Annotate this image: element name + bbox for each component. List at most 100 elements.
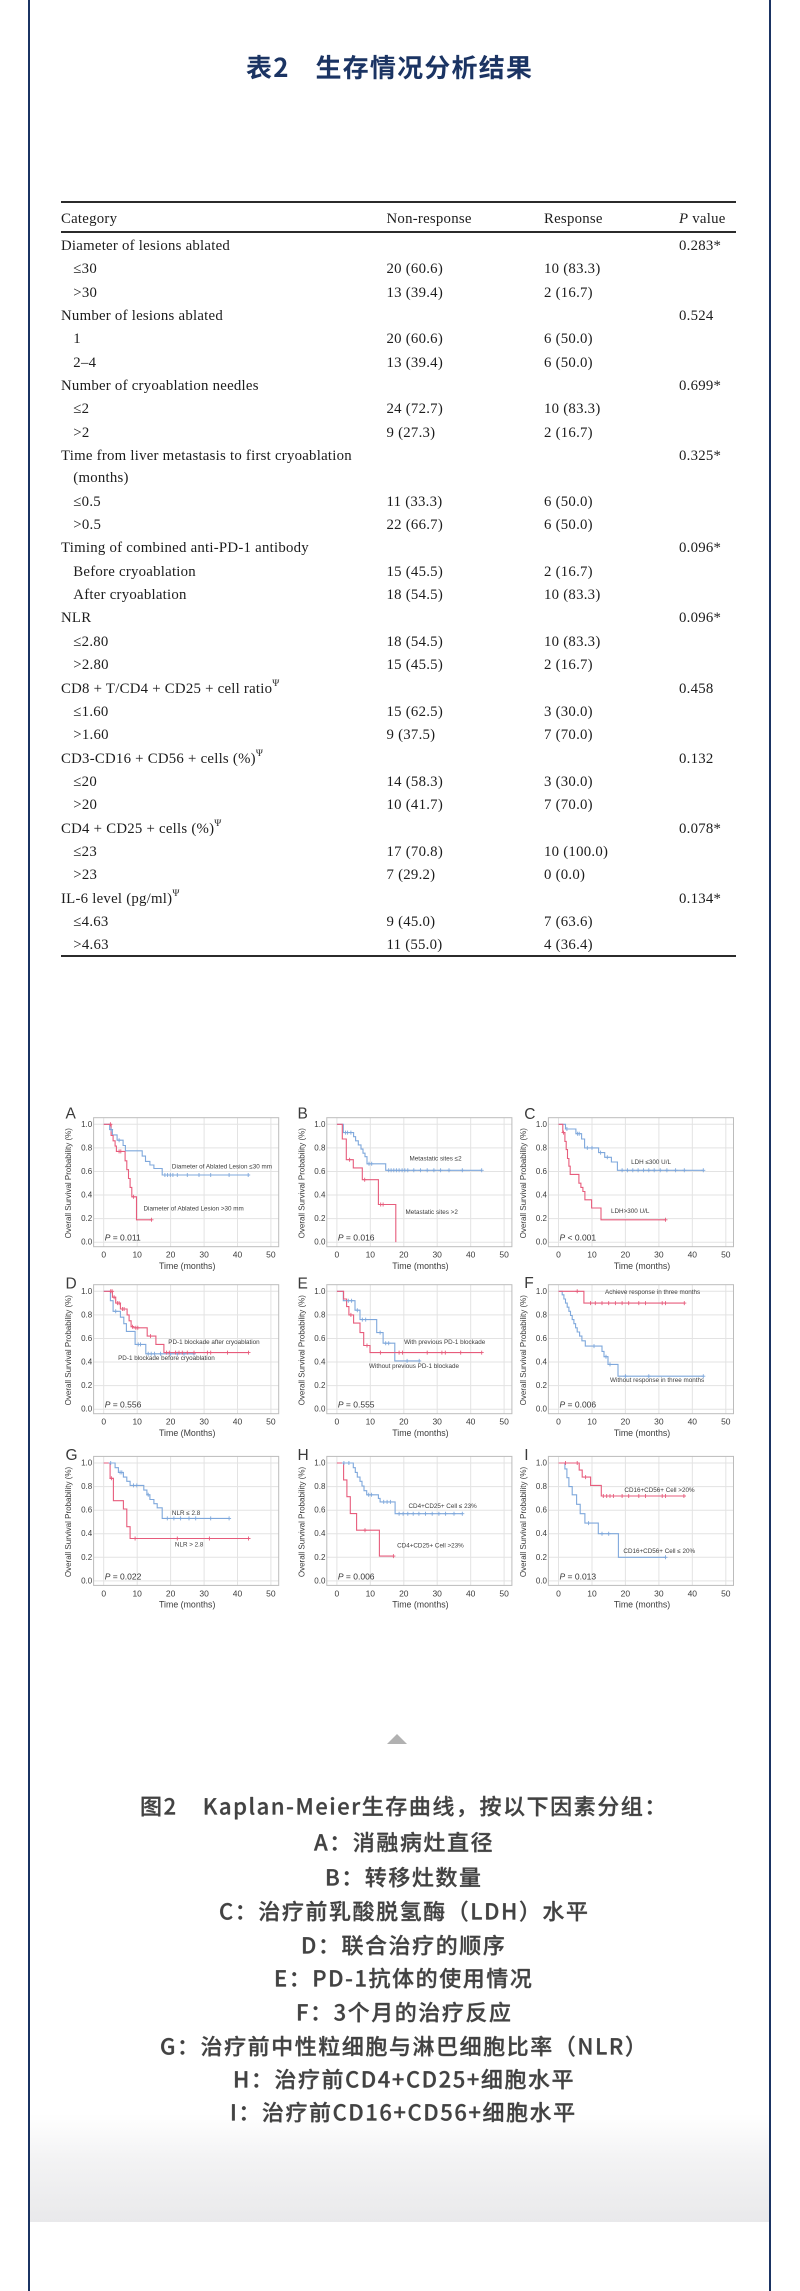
svg-text:50: 50 (499, 1417, 509, 1427)
svg-text:20: 20 (166, 1417, 176, 1427)
svg-text:NLR > 2.8: NLR > 2.8 (175, 1542, 204, 1549)
svg-text:0.6: 0.6 (314, 1506, 326, 1515)
svg-text:0.6: 0.6 (81, 1167, 93, 1176)
svg-text:50: 50 (266, 1417, 276, 1427)
svg-text:0.8: 0.8 (536, 1482, 548, 1491)
svg-text:0.8: 0.8 (314, 1482, 326, 1491)
svg-text:P = 0.016: P = 0.016 (338, 1233, 375, 1243)
svg-text:1.0: 1.0 (314, 1459, 326, 1468)
svg-text:0.2: 0.2 (81, 1553, 93, 1562)
svg-text:1.0: 1.0 (314, 1287, 326, 1296)
svg-text:30: 30 (199, 1588, 209, 1598)
svg-text:40: 40 (688, 1588, 698, 1598)
svg-text:Time (months): Time (months) (614, 1428, 670, 1438)
svg-text:50: 50 (721, 1417, 731, 1427)
svg-text:0.4: 0.4 (314, 1191, 326, 1200)
svg-text:Without response in three mont: Without response in three months (610, 1377, 704, 1384)
svg-text:0.2: 0.2 (314, 1553, 326, 1562)
svg-text:0.2: 0.2 (314, 1381, 326, 1390)
svg-text:1.0: 1.0 (81, 1459, 93, 1468)
svg-text:0.2: 0.2 (536, 1553, 548, 1562)
svg-text:0.4: 0.4 (81, 1358, 93, 1367)
svg-text:30: 30 (199, 1250, 209, 1260)
svg-text:Time (Months): Time (Months) (159, 1428, 215, 1438)
svg-text:20: 20 (399, 1588, 409, 1598)
svg-text:0.0: 0.0 (536, 1238, 548, 1247)
svg-text:0: 0 (101, 1588, 106, 1598)
svg-text:10: 10 (132, 1250, 142, 1260)
svg-text:Overall Survival Probability (: Overall Survival Probability (%) (519, 1128, 528, 1239)
svg-text:Without previous PD-1 blockade: Without previous PD-1 blockade (369, 1363, 459, 1370)
svg-text:40: 40 (466, 1250, 476, 1260)
svg-text:20: 20 (621, 1588, 631, 1598)
svg-text:P = 0.013: P = 0.013 (560, 1571, 597, 1581)
svg-text:0: 0 (101, 1250, 106, 1260)
svg-text:B: B (298, 1106, 308, 1123)
svg-text:P < 0.001: P < 0.001 (560, 1233, 597, 1243)
svg-text:0.4: 0.4 (314, 1529, 326, 1538)
svg-text:CD16+CD56+ Cell >20%: CD16+CD56+ Cell >20% (624, 1487, 695, 1494)
svg-text:50: 50 (721, 1250, 731, 1260)
svg-text:0.4: 0.4 (314, 1358, 326, 1367)
svg-text:40: 40 (466, 1417, 476, 1427)
svg-text:0: 0 (556, 1588, 561, 1598)
svg-text:1.0: 1.0 (536, 1459, 548, 1468)
svg-text:30: 30 (432, 1417, 442, 1427)
svg-text:P = 0.006: P = 0.006 (338, 1571, 375, 1581)
svg-text:PD-1 blockade after cryoablati: PD-1 blockade after cryoablation (168, 1339, 260, 1346)
svg-text:Overall Survival Probability (: Overall Survival Probability (%) (297, 1295, 306, 1406)
svg-text:P = 0.006: P = 0.006 (560, 1400, 597, 1410)
svg-text:20: 20 (399, 1250, 409, 1260)
svg-text:0.4: 0.4 (536, 1358, 548, 1367)
svg-text:P = 0.555: P = 0.555 (338, 1400, 375, 1410)
svg-text:10: 10 (587, 1588, 597, 1598)
svg-text:20: 20 (621, 1417, 631, 1427)
svg-text:0.0: 0.0 (536, 1405, 548, 1414)
svg-text:Time (months): Time (months) (392, 1261, 448, 1271)
svg-text:0.8: 0.8 (81, 1310, 93, 1319)
svg-text:E: E (298, 1275, 308, 1292)
svg-text:50: 50 (266, 1588, 276, 1598)
svg-text:0.0: 0.0 (81, 1576, 93, 1585)
svg-text:0.6: 0.6 (81, 1506, 93, 1515)
svg-text:PD-1 blockade before cryoablat: PD-1 blockade before cryoablation (118, 1355, 215, 1362)
svg-text:0.8: 0.8 (536, 1143, 548, 1152)
svg-text:With previous PD-1 blockade: With previous PD-1 blockade (404, 1339, 486, 1346)
svg-text:Metastatic sites >2: Metastatic sites >2 (406, 1209, 459, 1216)
svg-text:Overall Survival Probability (: Overall Survival Probability (%) (64, 1467, 73, 1578)
svg-text:Overall Survival Probability (: Overall Survival Probability (%) (519, 1295, 528, 1406)
svg-text:40: 40 (466, 1588, 476, 1598)
svg-text:LDH>300 U/L: LDH>300 U/L (611, 1208, 650, 1215)
svg-text:50: 50 (721, 1588, 731, 1598)
svg-text:20: 20 (166, 1588, 176, 1598)
svg-text:0.8: 0.8 (314, 1310, 326, 1319)
svg-text:50: 50 (266, 1250, 276, 1260)
svg-text:20: 20 (621, 1250, 631, 1260)
svg-text:Time (months): Time (months) (159, 1600, 215, 1610)
svg-text:F: F (524, 1275, 533, 1292)
svg-text:Overall Survival Probability (: Overall Survival Probability (%) (64, 1128, 73, 1239)
svg-text:20: 20 (166, 1250, 176, 1260)
svg-text:30: 30 (199, 1417, 209, 1427)
svg-text:10: 10 (132, 1417, 142, 1427)
svg-text:10: 10 (587, 1417, 597, 1427)
svg-text:30: 30 (654, 1250, 664, 1260)
svg-text:20: 20 (399, 1417, 409, 1427)
svg-text:10: 10 (366, 1250, 376, 1260)
svg-text:1.0: 1.0 (314, 1120, 326, 1129)
svg-text:A: A (66, 1106, 77, 1123)
svg-text:Achieve response in three mont: Achieve response in three months (605, 1289, 700, 1296)
svg-text:0.0: 0.0 (314, 1238, 326, 1247)
svg-text:0.6: 0.6 (81, 1334, 93, 1343)
svg-text:Diameter of Ablated Lesion ≤30: Diameter of Ablated Lesion ≤30 mm (172, 1163, 272, 1170)
svg-text:0.2: 0.2 (81, 1381, 93, 1390)
svg-text:30: 30 (654, 1417, 664, 1427)
svg-text:LDH ≤300 U/L: LDH ≤300 U/L (631, 1159, 671, 1166)
svg-text:0.2: 0.2 (314, 1214, 326, 1223)
svg-text:10: 10 (366, 1588, 376, 1598)
svg-text:0.0: 0.0 (81, 1405, 93, 1414)
svg-text:Overall Survival Probability (: Overall Survival Probability (%) (297, 1467, 306, 1578)
svg-text:0.8: 0.8 (81, 1482, 93, 1491)
svg-text:30: 30 (654, 1588, 664, 1598)
svg-text:Metastatic sites ≤2: Metastatic sites ≤2 (410, 1156, 463, 1163)
